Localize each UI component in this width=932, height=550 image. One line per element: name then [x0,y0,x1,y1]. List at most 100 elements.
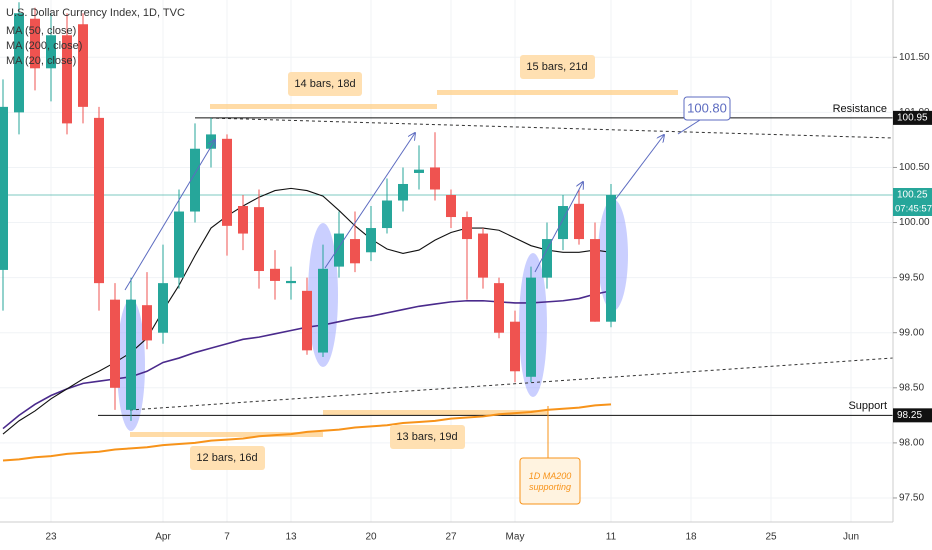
level-tag [893,110,932,125]
annotations-layer [117,90,894,437]
range-bar [210,104,437,109]
label-box [288,72,362,96]
x-tick-label: May [506,532,525,543]
level-tag [893,408,932,423]
level-name: Support [848,400,887,412]
candle-body [270,268,280,281]
x-tick-label: 13 [285,532,297,543]
y-tick-label: 98.00 [899,438,924,449]
arrows: 100.80 [124,96,731,291]
callout-text: 100.80 [687,100,727,115]
candle-body [62,35,72,124]
candles [0,2,616,421]
candle-body [462,217,472,240]
candle-body [286,280,296,284]
last-price-tag [893,188,932,216]
candle-body [382,200,392,229]
y-tick-label: 101.50 [899,52,930,63]
x-tick-label: 18 [685,532,697,543]
ma-line [2,187,612,435]
x-tick-label: 25 [765,532,777,543]
y-tick-label: 100.00 [899,217,930,228]
x-tick-label: 27 [445,532,457,543]
trend-line [209,117,894,139]
candle-body [350,239,360,264]
range-bar [130,432,323,437]
x-tick-label: 23 [45,532,57,543]
bar-count: 13 bars, 19d [396,431,457,443]
last-price-label: 100.25 [897,190,928,201]
label-box [520,55,595,79]
bar-count: 15 bars, 21d [526,61,587,73]
price-tags: 100.95 98.25 100.25 07:45:57 [893,110,932,423]
y-tick-label: 99.50 [899,272,924,283]
bar-count: 14 bars, 18d [294,78,355,90]
candle-body [494,283,504,333]
candle-body [46,35,56,69]
candle-body [366,228,376,253]
level-tag-label: 98.25 [897,410,922,421]
candle-body [302,290,312,351]
level-name: Resistance [833,103,887,115]
candle-body [542,239,552,278]
candle-body [14,13,24,113]
candle-body [94,117,104,284]
candle-body [110,299,120,388]
legend-entry: MA (200, close) [6,40,82,52]
candle-body [574,203,584,240]
candle-body [558,206,568,240]
note-box [519,457,581,505]
candle-body [142,305,152,341]
candle-body [318,268,328,353]
label-box [190,446,265,470]
x-tick-label: 7 [224,532,230,543]
level-tag-label: 100.95 [897,113,928,124]
count-labels: 14 bars, 18d 15 bars, 21d 12 bars, 16d 1… [190,55,595,505]
candle-body [222,138,232,226]
candle-body [0,106,8,270]
x-tick-label: 11 [606,532,617,543]
candle-body [174,211,184,278]
y-tick-label: 100.50 [899,162,930,173]
candle-body [78,24,88,107]
candle-body [510,321,520,372]
candle-body [254,207,264,272]
arrow [534,182,583,273]
x-tick-label: Apr [155,532,171,543]
candle-body [526,277,536,377]
y-tick-label: 98.50 [899,382,924,393]
candle-body [590,239,600,322]
label-box [390,425,465,449]
candle-body [158,283,168,333]
callout-pointer [677,119,701,135]
ma200-note: 1D MA200 supporting [528,471,572,492]
candle-body [126,299,136,410]
candle-body [30,18,40,69]
arrow [124,140,215,291]
countdown: 07:45:57 [895,204,932,215]
bar-count: 12 bars, 16d [196,452,257,464]
candle-body [238,206,248,234]
candle-body [398,183,408,201]
candle-body [478,233,488,278]
ma-line [2,403,612,462]
y-tick-label: 99.00 [899,327,924,338]
arrow [324,133,415,269]
callout-box [683,96,731,121]
x-tick-label: 20 [365,532,377,543]
candle-body [430,167,440,190]
candle-body [334,233,344,267]
trend-line [129,357,894,411]
arrow [614,135,664,201]
range-bar [323,410,548,415]
legend-entry: MA (20, close) [6,55,76,67]
chart-title: U.S. Dollar Currency Index, 1D, TVC [6,7,185,19]
candle-body [190,148,200,212]
y-tick-label: 97.50 [899,493,924,504]
candle-body [606,195,616,322]
range-bar [437,90,678,95]
candle-body [446,195,456,218]
